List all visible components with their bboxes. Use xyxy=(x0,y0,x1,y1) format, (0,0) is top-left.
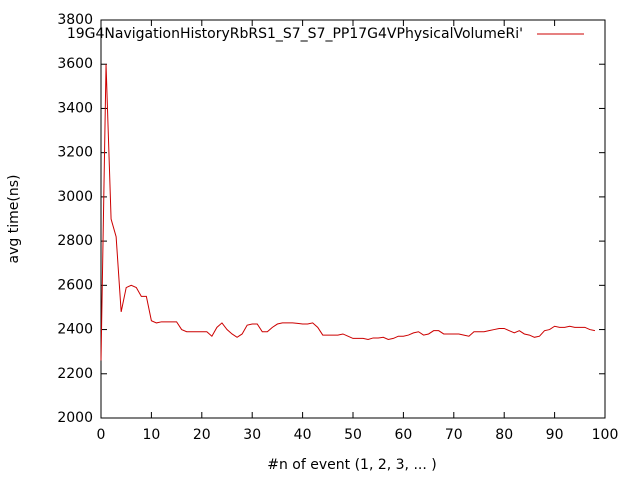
x-tick-label: 10 xyxy=(142,427,160,443)
plot-frame xyxy=(100,19,606,419)
x-tick-label: 0 xyxy=(97,427,106,443)
x-axis-label: #n of event (1, 2, 3, ... ) xyxy=(267,457,436,473)
y-tick-label: 2000 xyxy=(57,410,93,426)
y-tick-label: 3000 xyxy=(57,189,93,205)
x-tick-label: 70 xyxy=(445,427,463,443)
x-tick-label: 90 xyxy=(546,427,564,443)
y-tick-label: 2200 xyxy=(57,366,93,382)
y-tick-label: 3200 xyxy=(57,145,93,161)
x-tick-label: 60 xyxy=(394,427,412,443)
y-tick-label: 3600 xyxy=(57,56,93,72)
y-tick-label: 2400 xyxy=(57,322,93,338)
x-tick-label: 40 xyxy=(294,427,312,443)
x-tick-label: 20 xyxy=(193,427,211,443)
x-tick-label: 80 xyxy=(495,427,513,443)
legend-label: 19G4NavigationHistoryRbRS1_S7_S7_PP17G4V… xyxy=(67,26,523,42)
y-tick-label: 2600 xyxy=(57,277,93,293)
y-tick-label: 3800 xyxy=(57,12,93,28)
y-tick-label: 3400 xyxy=(57,100,93,116)
x-tick-label: 50 xyxy=(344,427,362,443)
x-tick-label: 30 xyxy=(243,427,261,443)
x-tick-label: 100 xyxy=(592,427,619,443)
data-line xyxy=(100,64,596,361)
y-tick-label: 2800 xyxy=(57,233,93,249)
y-axis-label: avg time(ns) xyxy=(6,175,22,264)
